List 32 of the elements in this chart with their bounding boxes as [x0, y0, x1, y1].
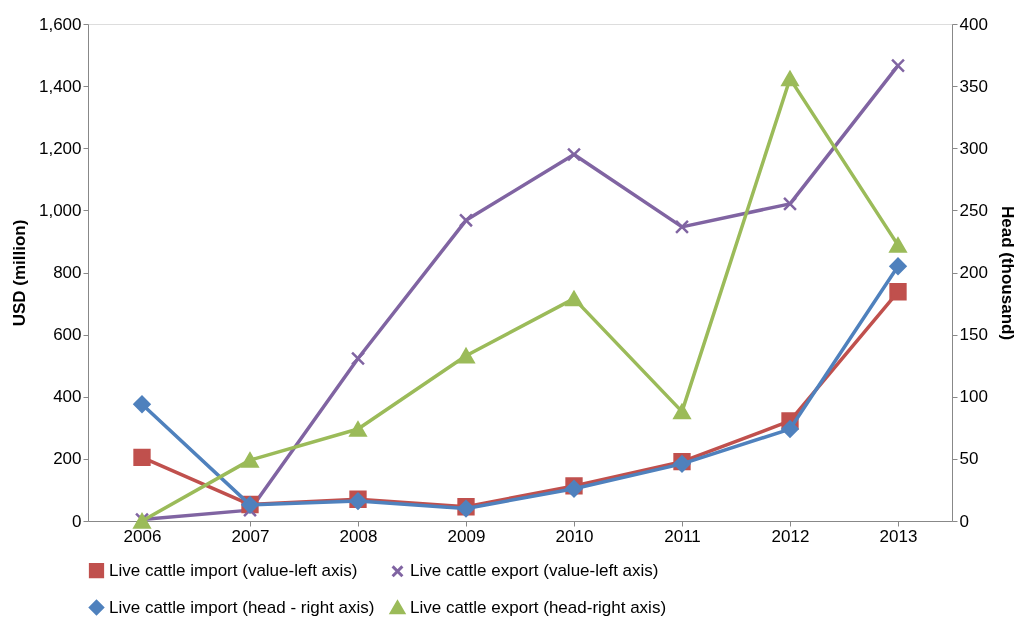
legend-label: Live cattle import (head - right axis) [109, 597, 375, 617]
x-tick-label: 2012 [771, 526, 810, 546]
y2-tick-label: 50 [959, 449, 979, 469]
y-tick-label: 600 [53, 325, 82, 345]
x-tick-label: 2007 [231, 526, 270, 546]
y-tick-label: 800 [53, 263, 82, 282]
y-tick-label: 400 [53, 387, 82, 407]
y2-tick-label: 0 [959, 511, 969, 531]
y2-tick-label: 300 [959, 138, 988, 158]
x-tick-label: 2013 [879, 526, 918, 546]
y-tick-label: 1,600 [38, 14, 82, 34]
y2-tick-label: 400 [959, 14, 988, 34]
y2-tick-label: 150 [959, 325, 988, 345]
y2-tick-label: 200 [959, 263, 988, 282]
x-tick-label: 2011 [664, 526, 701, 546]
y-tick-label: 0 [72, 511, 82, 531]
x-tick-label: 2008 [339, 526, 378, 546]
legend-label: Live cattle export (value-left axis) [410, 561, 659, 581]
y-tick-label: 1,000 [38, 200, 82, 220]
y2-tick-label: 250 [959, 200, 988, 220]
x-tick-label: 2009 [447, 526, 486, 546]
legend-label: Live cattle import (value-left axis) [109, 560, 358, 580]
y-tick-label: 200 [53, 449, 82, 469]
y-tick-label: 1,400 [38, 76, 82, 96]
y-axis-title: USD (million) [9, 219, 29, 327]
x-tick-label: 2010 [555, 526, 594, 546]
y-tick-label: 1,200 [38, 138, 82, 158]
y2-tick-label: 100 [959, 387, 988, 407]
legend-label: Live cattle export (head-right axis) [410, 597, 667, 617]
y2-axis-title: Head (thousand) [997, 205, 1017, 341]
x-tick-label: 2006 [123, 526, 162, 546]
y2-tick-label: 350 [959, 76, 988, 96]
